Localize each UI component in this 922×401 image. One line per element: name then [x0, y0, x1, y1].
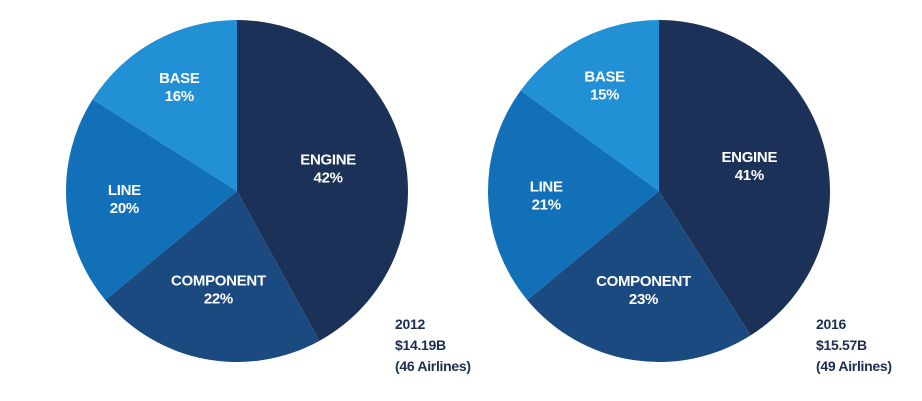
pie-chart-2016: ENGINE 41% COMPONENT 23% LINE 21% BASE 15% 2016 $… [488, 20, 892, 374]
slice-label-base: BASE 15% [584, 68, 625, 103]
pie-slice-line [65, 99, 237, 300]
slice-percent-label: 22% [204, 290, 233, 307]
slice-category-label: BASE [159, 70, 200, 87]
pie-slice-line [488, 90, 659, 300]
caption-line-0: 2012 [395, 316, 425, 332]
slice-category-label: LINE [530, 179, 563, 196]
pie-slice-base [92, 20, 237, 191]
slice-category-label: ENGINE [721, 149, 777, 166]
slice-label-engine: ENGINE 42% [300, 152, 356, 187]
slice-percent-label: 15% [590, 86, 619, 103]
caption-line-2: (46 Airlines) [395, 358, 471, 374]
slice-percent-label: 20% [110, 200, 139, 217]
slice-label-base: BASE 16% [159, 70, 200, 105]
pie-slice-component [105, 191, 320, 362]
pie-slice-component [527, 191, 751, 363]
pie-chart-2012: ENGINE 42% COMPONENT 22% LINE 20% BASE 16% 2012 $… [65, 20, 471, 374]
slice-percent-label: 41% [735, 167, 764, 184]
slice-label-line: LINE 20% [108, 182, 141, 217]
slice-label-line: LINE 21% [530, 179, 563, 214]
slice-percent-label: 42% [314, 170, 343, 187]
chart-caption: 2012 $14.19B (46 Airlines) [395, 316, 471, 374]
slice-label-engine: ENGINE 41% [721, 149, 777, 184]
slice-category-label: ENGINE [300, 152, 356, 169]
caption-line-0: 2016 [816, 316, 846, 332]
caption-line-1: $15.57B [816, 337, 867, 353]
slice-percent-label: 23% [629, 291, 658, 308]
slice-percent-label: 16% [165, 88, 194, 105]
slice-category-label: COMPONENT [171, 272, 266, 289]
slice-category-label: COMPONENT [596, 273, 691, 290]
slice-category-label: BASE [584, 68, 625, 85]
chart-caption: 2016 $15.57B (49 Airlines) [816, 316, 892, 374]
pie-slice-engine [237, 20, 409, 341]
pie-slice-engine [659, 20, 830, 336]
pie-slice-base [520, 20, 659, 191]
slice-label-component: COMPONENT 23% [596, 273, 691, 308]
slice-percent-label: 21% [532, 197, 561, 214]
slice-category-label: LINE [108, 182, 141, 199]
slice-label-component: COMPONENT 22% [171, 272, 266, 307]
caption-line-2: (49 Airlines) [816, 358, 892, 374]
caption-line-1: $14.19B [395, 337, 446, 353]
